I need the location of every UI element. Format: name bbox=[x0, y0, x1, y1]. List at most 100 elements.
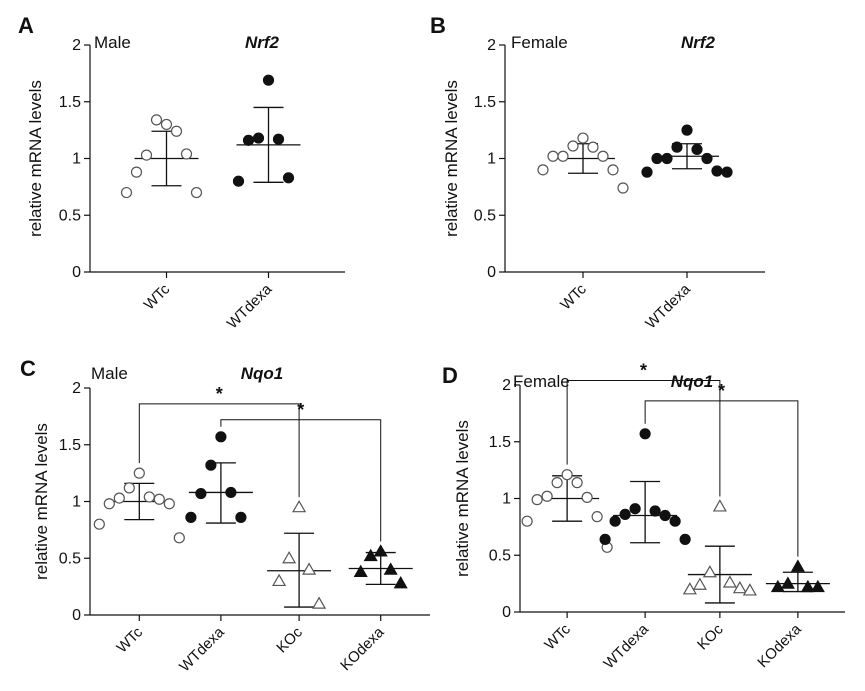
y-tick-label: 1.5 bbox=[474, 94, 496, 111]
data-point bbox=[790, 559, 805, 572]
data-point bbox=[567, 140, 579, 152]
data-point bbox=[581, 491, 593, 503]
data-point bbox=[651, 152, 663, 165]
y-tick-label: 2 bbox=[72, 37, 81, 54]
x-tick-label: WTdexa bbox=[600, 620, 652, 672]
data-point bbox=[393, 576, 408, 589]
data-point bbox=[120, 186, 133, 199]
data-point bbox=[682, 582, 697, 595]
x-tick-label: WTc bbox=[541, 620, 574, 653]
data-point bbox=[617, 182, 629, 194]
x-tick-label: KOdexa bbox=[337, 623, 388, 674]
data-point bbox=[597, 150, 609, 162]
data-point bbox=[302, 562, 317, 575]
y-tick-label: 0 bbox=[502, 604, 511, 621]
data-point bbox=[541, 490, 553, 502]
data-point bbox=[195, 487, 207, 500]
data-point bbox=[180, 148, 193, 160]
data-point bbox=[780, 576, 795, 589]
significance-star: * bbox=[297, 400, 304, 420]
data-point bbox=[577, 132, 589, 144]
data-point bbox=[641, 166, 653, 178]
x-tick-label: KOc bbox=[273, 623, 306, 656]
data-point bbox=[712, 499, 727, 512]
data-point bbox=[547, 150, 559, 162]
data-point bbox=[103, 498, 115, 510]
data-point bbox=[702, 565, 717, 578]
gene-title: Nrf2 bbox=[245, 33, 280, 52]
y-tick-label: 1 bbox=[487, 151, 496, 168]
data-point bbox=[721, 166, 733, 178]
x-tick-label: WTc bbox=[141, 280, 174, 313]
data-point bbox=[242, 134, 255, 146]
data-point bbox=[711, 165, 723, 177]
data-point bbox=[619, 508, 631, 520]
panel-d: D Female Nqo1 0 0.5 1 1.5 2 relative mRNA levels… bbox=[442, 360, 845, 672]
data-point bbox=[701, 152, 713, 165]
sex-label: Female bbox=[511, 33, 568, 52]
data-point bbox=[170, 125, 183, 137]
significance-bracket bbox=[566, 379, 721, 497]
data-point bbox=[215, 431, 227, 443]
data-point bbox=[691, 143, 703, 156]
y-tick-label: 0 bbox=[72, 264, 81, 281]
data-point bbox=[123, 482, 135, 494]
data-point bbox=[282, 551, 297, 564]
data-point bbox=[133, 467, 145, 479]
sex-label: Male bbox=[91, 364, 128, 383]
significance-bracket bbox=[220, 419, 382, 542]
x-tick-label: KOc bbox=[694, 620, 727, 653]
data-point bbox=[629, 503, 641, 515]
significance-bracket bbox=[138, 403, 300, 498]
x-tick-label: WTc bbox=[113, 623, 146, 656]
data-point bbox=[669, 515, 681, 527]
data-point bbox=[722, 575, 737, 588]
data-point bbox=[383, 562, 398, 575]
data-point bbox=[252, 132, 265, 144]
x-tick-label: WTdexa bbox=[642, 280, 694, 332]
data-point bbox=[173, 532, 185, 544]
y-tick-label: 0.5 bbox=[474, 207, 496, 224]
data-point bbox=[225, 486, 237, 499]
data-point bbox=[130, 166, 143, 178]
data-point bbox=[599, 533, 611, 545]
data-point bbox=[537, 164, 549, 176]
data-point bbox=[190, 186, 203, 199]
data-point bbox=[272, 133, 285, 145]
data-point bbox=[292, 499, 307, 513]
y-tick-label: 1 bbox=[502, 491, 511, 508]
panel-a: A Male Nrf2 0 0.5 1 1.5 2 relative mRNA levels WT… bbox=[18, 13, 345, 332]
data-point bbox=[93, 518, 105, 530]
data-point bbox=[150, 114, 163, 126]
y-tick-label: 1 bbox=[72, 151, 81, 168]
data-point bbox=[591, 511, 603, 523]
data-point bbox=[282, 172, 295, 184]
significance-bracket bbox=[644, 400, 799, 557]
data-point bbox=[235, 511, 247, 523]
data-point bbox=[363, 548, 378, 562]
data-point bbox=[531, 494, 543, 506]
x-tick-label: WTdexa bbox=[176, 623, 228, 675]
data-point bbox=[163, 498, 175, 510]
data-point bbox=[140, 149, 153, 161]
y-axis-label: relative mRNA levels bbox=[32, 423, 51, 580]
panel-label: C bbox=[20, 356, 36, 381]
data-point bbox=[679, 533, 691, 545]
data-point bbox=[160, 118, 173, 131]
y-tick-label: 1.5 bbox=[59, 94, 81, 111]
data-point bbox=[205, 459, 217, 471]
panel-c: C Male Nqo1 0 0.5 1 1.5 2 relative mRNA levels WT… bbox=[20, 356, 430, 675]
gene-title: Nrf2 bbox=[681, 33, 716, 52]
y-axis-label: relative mRNA levels bbox=[442, 80, 461, 237]
y-tick-label: 2 bbox=[72, 380, 81, 397]
panel-b: B Female Nrf2 0 0.5 1 1.5 2 relative mRNA levels… bbox=[430, 13, 765, 332]
sex-label: Male bbox=[94, 33, 131, 52]
y-tick-label: 1 bbox=[72, 494, 81, 511]
data-point bbox=[312, 596, 327, 609]
significance-star: * bbox=[640, 360, 647, 380]
gene-title: Nqo1 bbox=[241, 364, 284, 383]
data-point bbox=[649, 505, 661, 517]
data-point bbox=[571, 477, 583, 489]
data-point bbox=[373, 544, 388, 557]
